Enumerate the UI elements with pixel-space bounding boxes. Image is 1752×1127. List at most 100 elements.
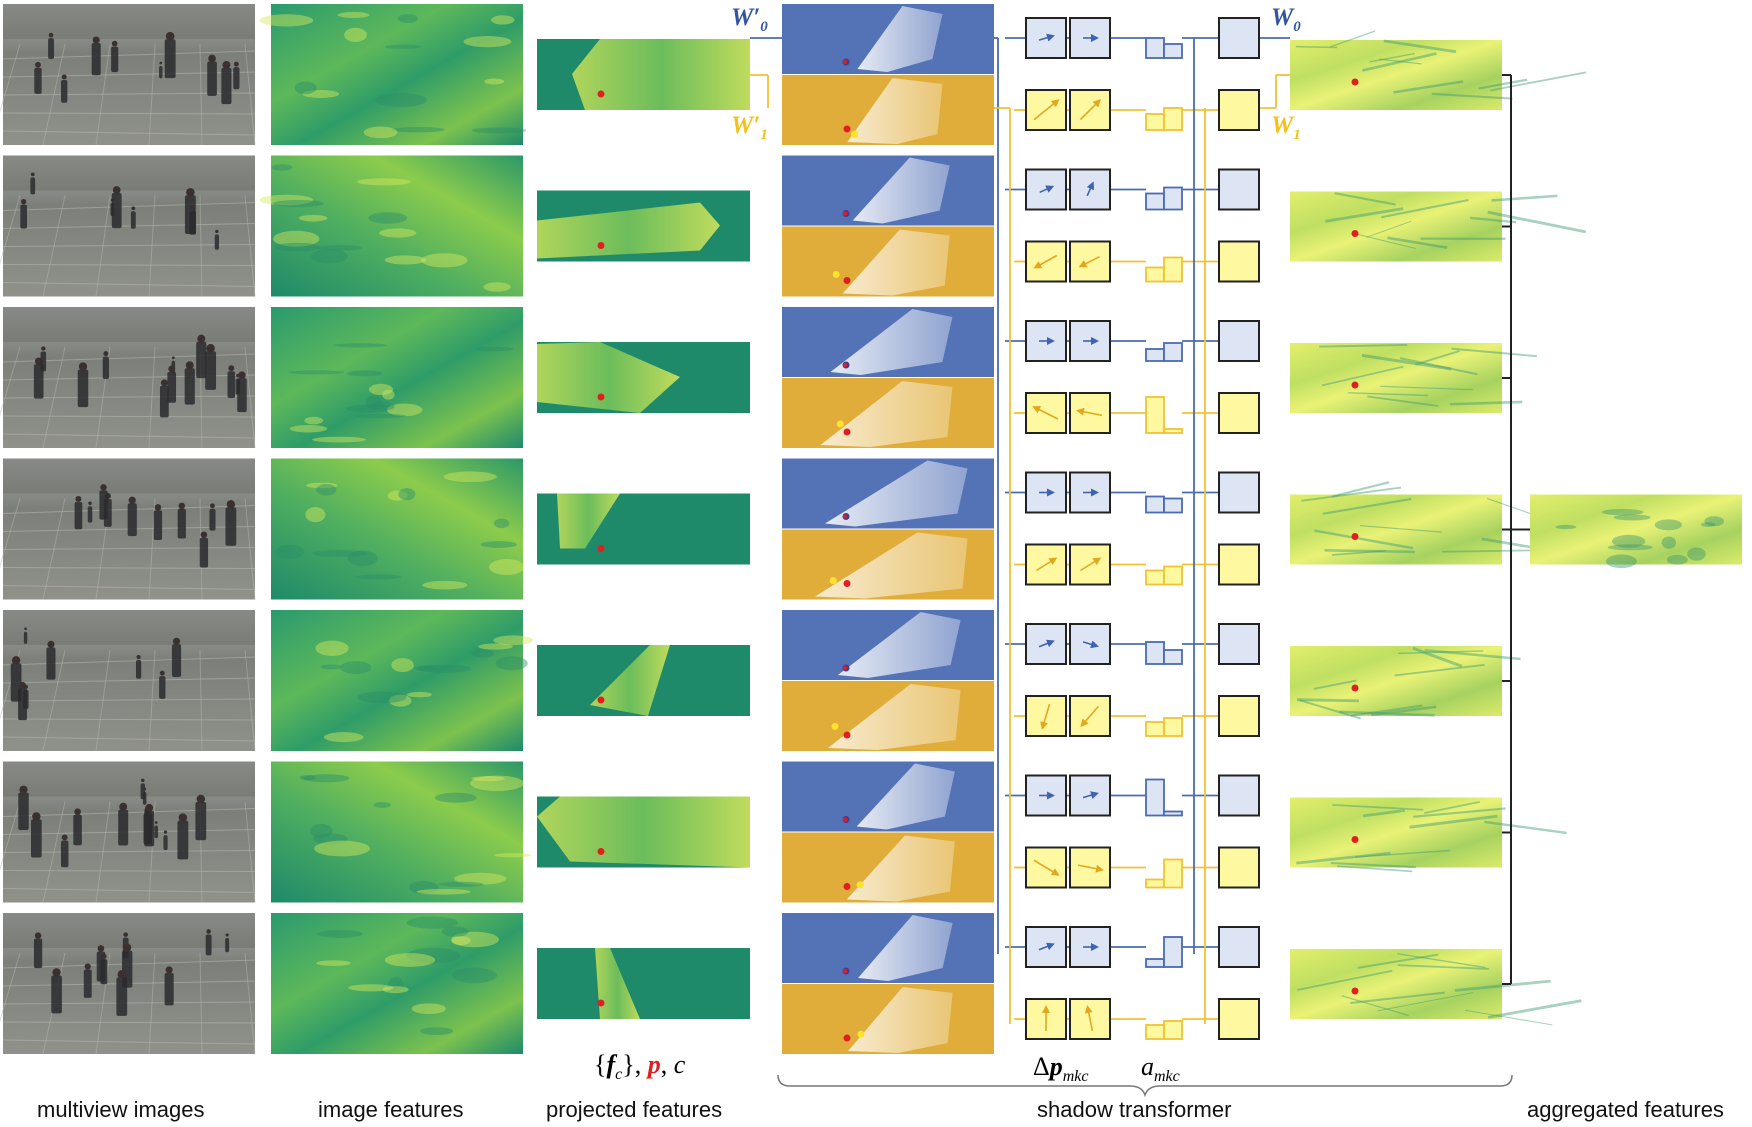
- attention-bars-column: [1145, 37, 1183, 1040]
- w0-label: W0: [1271, 4, 1301, 35]
- offset-arrow: [1077, 864, 1104, 873]
- multiview-image: [0, 458, 256, 600]
- multiview-image: [0, 155, 256, 297]
- projected-feature-map: [537, 342, 750, 413]
- reference-point: [597, 90, 605, 98]
- w-prime-1-label: W′1: [731, 112, 768, 143]
- attention-bar: [1145, 721, 1165, 737]
- yellow-output-box: [1218, 240, 1260, 283]
- shadow-map-pair: [782, 913, 994, 1054]
- projected-feature-map: [537, 190, 750, 262]
- offset-arrow: [1082, 791, 1099, 799]
- attention-bar-group: [1145, 778, 1183, 889]
- reference-point: [597, 999, 605, 1007]
- output-boxes-column: [1218, 17, 1260, 1040]
- attention-bar: [1163, 342, 1183, 362]
- reference-point: [597, 696, 605, 704]
- attention-bar: [1145, 495, 1165, 514]
- attention-bar: [1163, 858, 1183, 889]
- multiview-images-column: [0, 4, 256, 1055]
- offset-box-group: [1025, 471, 1111, 586]
- reference-point: [1351, 987, 1359, 995]
- blue-output-box: [1218, 471, 1260, 514]
- image-feature-map: [259, 155, 523, 297]
- projected-feature-map: [537, 948, 750, 1019]
- offset-arrow: [1039, 185, 1055, 194]
- attention-bar: [1145, 958, 1165, 968]
- output-box-group: [1218, 168, 1260, 283]
- projected-feature-map: [537, 493, 750, 565]
- offset-box-group: [1025, 926, 1111, 1040]
- output-box-group: [1218, 926, 1260, 1040]
- per-view-aggregated-feature: [1290, 797, 1567, 873]
- offset-arrow: [1079, 557, 1102, 572]
- attention-bar: [1145, 569, 1165, 586]
- offset-arrow: [1086, 181, 1095, 197]
- transformer-wiring: [750, 37, 1290, 1024]
- image-feature-map: [271, 761, 532, 903]
- shadow-map-pair: [782, 307, 994, 448]
- reference-point: [597, 848, 605, 855]
- attention-bar: [1163, 936, 1183, 968]
- attention-bar: [1145, 266, 1165, 283]
- offset-box-group: [1025, 774, 1111, 889]
- offset-arrow: [1038, 639, 1055, 648]
- yellow-offset-box: [1025, 89, 1067, 131]
- aggregated-features-column: [1290, 30, 1742, 1026]
- shadow-map-pair: [782, 458, 994, 600]
- per-view-aggregated-feature: [1290, 949, 1582, 1026]
- projected-feature-map: [537, 645, 750, 716]
- output-box-group: [1218, 471, 1260, 586]
- image-features-label: image features: [318, 1097, 464, 1122]
- blue-output-box: [1218, 17, 1260, 59]
- reference-point: [597, 242, 605, 249]
- offset-arrow: [1082, 640, 1099, 649]
- shadow-map-pair: [782, 155, 994, 297]
- multiview-image: [0, 913, 256, 1055]
- attention-bar: [1145, 778, 1165, 817]
- shadow-map-pair: [782, 761, 994, 903]
- attention-bar: [1163, 256, 1183, 283]
- attention-bar: [1163, 810, 1183, 817]
- attention-bar: [1163, 497, 1183, 514]
- attention-bar: [1163, 186, 1183, 211]
- attention-bar: [1145, 396, 1165, 434]
- multiview-images-label: multiview images: [37, 1097, 205, 1122]
- yellow-output-box: [1218, 998, 1260, 1040]
- image-features-column: [259, 4, 533, 1054]
- reference-point: [1351, 78, 1359, 86]
- projected-features-column: [537, 39, 750, 1019]
- shadow-maps-column: [782, 4, 994, 1054]
- attention-bar: [1145, 348, 1165, 362]
- reference-point: [1351, 230, 1359, 237]
- image-feature-map: [271, 458, 525, 600]
- attention-bar-group: [1145, 495, 1183, 586]
- per-view-aggregated-feature: [1290, 191, 1587, 262]
- offset-arrow: [1079, 98, 1102, 121]
- multiview-image: [0, 4, 256, 146]
- offset-arrow: [1033, 99, 1060, 121]
- multiview-image: [0, 307, 256, 449]
- blue-output-box: [1218, 623, 1260, 665]
- w1-label: W1: [1271, 112, 1301, 143]
- offset-arrow: [1035, 557, 1058, 572]
- attention-bar: [1145, 1024, 1165, 1040]
- w-prime-0-label: W′0: [731, 4, 768, 35]
- attention-bar: [1145, 113, 1165, 131]
- reference-point: [1351, 381, 1359, 389]
- per-view-aggregated-feature: [1290, 343, 1538, 413]
- shadow-transformer-brace: [777, 1074, 1513, 1098]
- output-box-group: [1218, 774, 1260, 889]
- attention-bar: [1163, 1020, 1183, 1040]
- attention-bar: [1163, 565, 1183, 586]
- attention-bar: [1145, 641, 1165, 665]
- offset-box-group: [1025, 623, 1111, 737]
- image-feature-map: [271, 913, 523, 1054]
- offset-arrow: [1038, 942, 1055, 951]
- aggregated-features-label: aggregated features: [1527, 1097, 1724, 1122]
- offset-arrow: [1033, 859, 1060, 876]
- yellow-output-box: [1218, 89, 1260, 131]
- offset-arrow: [1080, 705, 1100, 728]
- offset-arrow: [1032, 406, 1059, 420]
- offset-boxes-column: [1025, 17, 1111, 1040]
